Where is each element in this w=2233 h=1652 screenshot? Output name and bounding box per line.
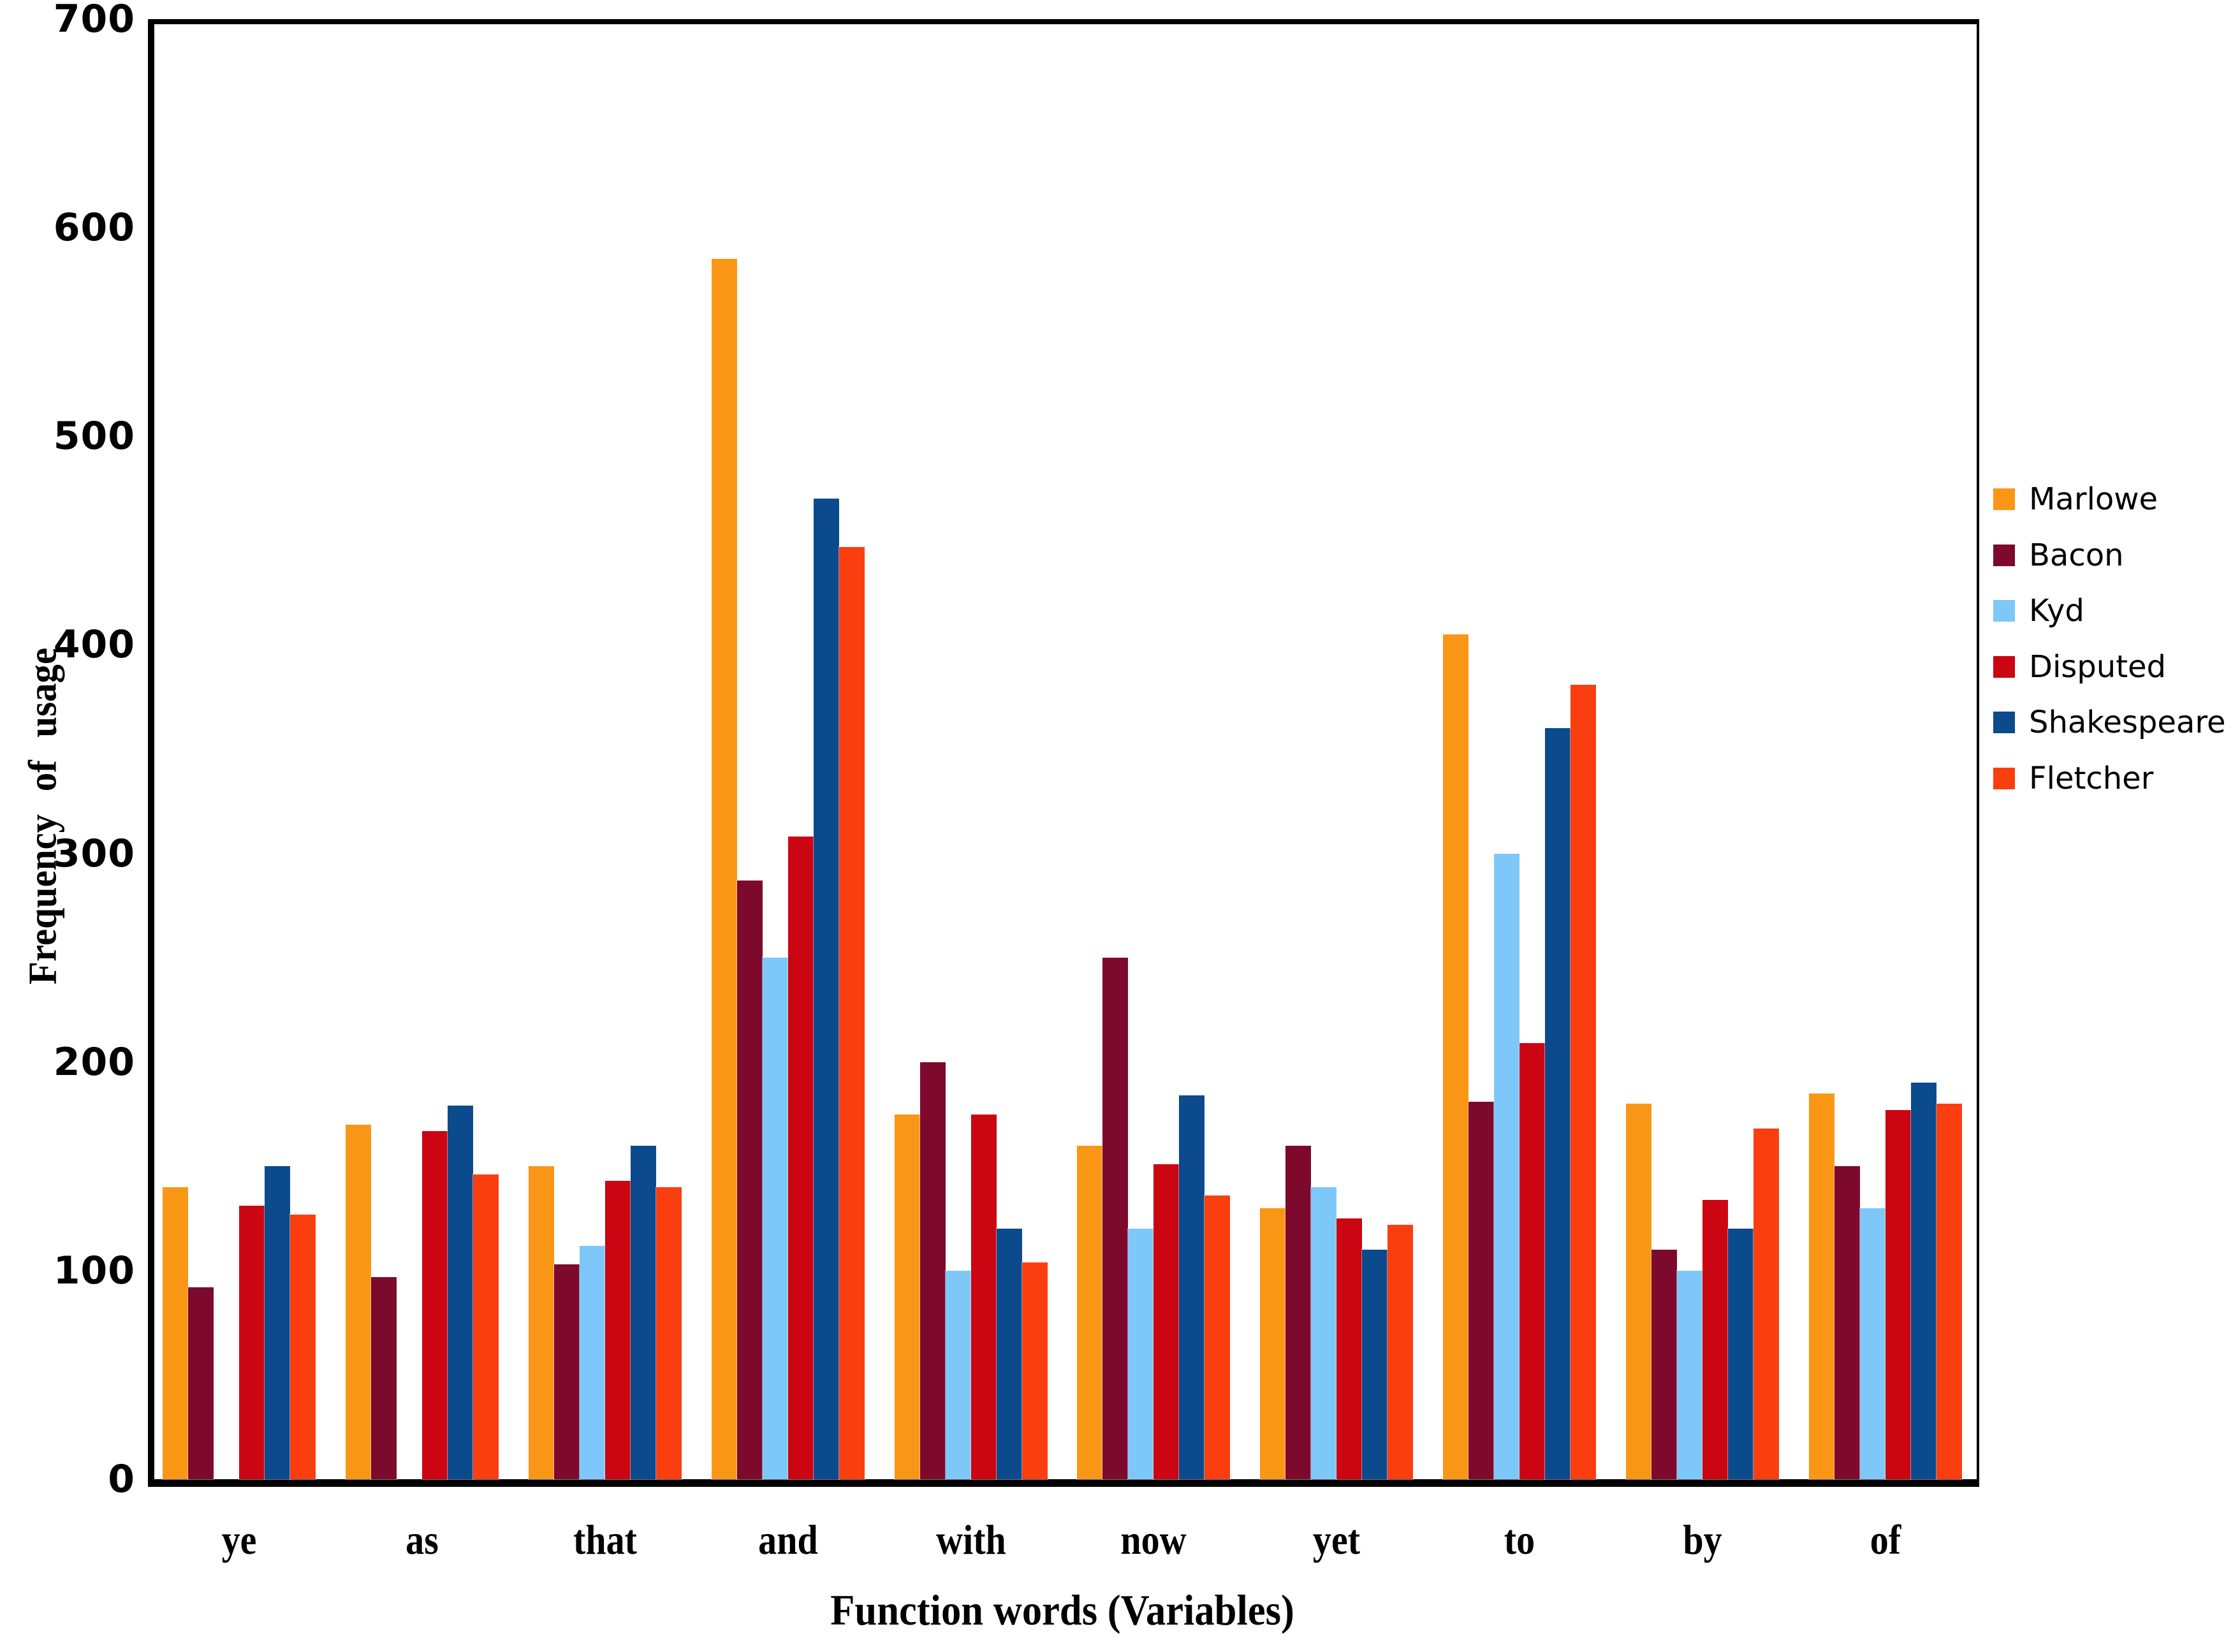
legend-item-disputed: Disputed [1993, 649, 2166, 685]
bar-disputed-that [604, 1180, 631, 1480]
bar-marlowe-to [1442, 634, 1469, 1480]
bar-shakespeare-yet [1361, 1249, 1389, 1480]
bar-shakespeare-of [1910, 1082, 1937, 1480]
bar-disputed-as [421, 1130, 449, 1480]
x-category-label-with: with [935, 1517, 1006, 1563]
bar-bacon-now [1102, 957, 1129, 1480]
bar-shakespeare-as [447, 1105, 474, 1480]
legend-item-bacon: Bacon [1993, 537, 2124, 573]
legend-label: Fletcher [2029, 760, 2154, 796]
legend-swatch-icon [1993, 712, 2015, 733]
bar-kyd-by [1676, 1269, 1703, 1480]
bar-kyd-to [1493, 852, 1520, 1480]
y-tick-label-700: 700 [53, 0, 135, 41]
legend-label: Bacon [2029, 537, 2124, 573]
bar-marlowe-of [1808, 1092, 1835, 1480]
x-category-label-to: to [1504, 1517, 1535, 1563]
bar-shakespeare-ye [264, 1166, 291, 1480]
bar-bacon-and [736, 880, 763, 1480]
bar-bacon-yet [1285, 1144, 1312, 1480]
bar-bacon-ye [187, 1287, 215, 1480]
bar-marlowe-now [1076, 1144, 1104, 1480]
bar-shakespeare-to [1544, 727, 1571, 1480]
bar-fletcher-as [472, 1174, 500, 1480]
bar-bacon-that [553, 1264, 580, 1480]
legend-swatch-icon [1993, 544, 2015, 566]
x-category-label-yet: yet [1313, 1517, 1361, 1563]
bar-fletcher-now [1204, 1195, 1231, 1480]
bar-bacon-with [919, 1061, 946, 1480]
bar-disputed-of [1884, 1109, 1912, 1480]
bar-fletcher-with [1021, 1261, 1048, 1480]
bar-bacon-to [1468, 1100, 1495, 1480]
bar-bacon-of [1833, 1166, 1861, 1480]
bar-marlowe-by [1625, 1103, 1652, 1480]
bar-fletcher-that [655, 1187, 682, 1480]
x-category-label-by: by [1683, 1517, 1722, 1563]
bar-bacon-as [370, 1276, 398, 1480]
bar-fletcher-yet [1387, 1224, 1414, 1480]
legend-swatch-icon [1993, 488, 2015, 510]
legend-item-kyd: Kyd [1993, 593, 2084, 629]
bar-fletcher-of [1935, 1103, 1963, 1480]
y-axis-title: Frequency of usage [21, 647, 65, 985]
bar-bacon-by [1650, 1249, 1678, 1480]
x-category-label-as: as [406, 1517, 439, 1563]
bar-shakespeare-by [1727, 1228, 1754, 1480]
bar-marlowe-ye [162, 1187, 189, 1480]
bar-kyd-now [1127, 1228, 1155, 1480]
bar-disputed-and [787, 836, 814, 1480]
bar-kyd-yet [1310, 1187, 1338, 1480]
x-category-label-ye: ye [221, 1517, 257, 1563]
bar-fletcher-ye [289, 1213, 317, 1480]
legend-swatch-icon [1993, 600, 2015, 622]
legend-item-shakespeare: Shakespeare [1993, 705, 2226, 740]
y-tick-label-300: 300 [53, 831, 135, 876]
bar-disputed-by [1701, 1199, 1729, 1480]
bar-disputed-yet [1336, 1218, 1363, 1480]
bar-shakespeare-that [630, 1144, 657, 1480]
bar-disputed-ye [238, 1205, 266, 1480]
bar-shakespeare-with [995, 1228, 1023, 1480]
bar-shakespeare-now [1178, 1095, 1206, 1480]
bar-kyd-and [761, 957, 789, 1480]
bar-kyd-with [944, 1269, 972, 1480]
legend-label: Kyd [2029, 593, 2084, 629]
x-category-label-that: that [573, 1517, 638, 1563]
x-category-label-now: now [1120, 1517, 1187, 1563]
y-tick-label-600: 600 [53, 205, 135, 251]
bar-disputed-now [1153, 1164, 1180, 1480]
bar-marlowe-yet [1259, 1207, 1287, 1480]
bar-disputed-with [970, 1113, 997, 1480]
y-tick-label-0: 0 [108, 1457, 135, 1502]
bar-kyd-of [1859, 1207, 1886, 1480]
legend-label: Disputed [2029, 648, 2167, 685]
bar-kyd-that [579, 1245, 606, 1480]
y-tick-label-500: 500 [53, 414, 135, 459]
legend-swatch-icon [1993, 655, 2015, 678]
bar-fletcher-and [838, 546, 865, 1480]
bar-fletcher-to [1570, 683, 1597, 1480]
bar-fletcher-by [1752, 1128, 1780, 1480]
legend-label: Marlowe [2029, 481, 2158, 517]
legend-swatch-icon [1993, 767, 2015, 789]
x-category-label-of: of [1870, 1517, 1901, 1563]
legend-item-fletcher: Fletcher [1993, 761, 2153, 796]
bar-marlowe-and [710, 258, 738, 1480]
bar-marlowe-with [893, 1113, 921, 1480]
y-tick-label-200: 200 [53, 1039, 135, 1085]
x-category-label-and: and [758, 1517, 818, 1563]
legend-label: Shakespeare [2029, 705, 2226, 740]
plot-area [148, 19, 1979, 1487]
x-axis-title: Function words (Variables) [830, 1586, 1294, 1634]
bar-marlowe-as [345, 1123, 372, 1480]
bar-disputed-to [1519, 1042, 1546, 1480]
bar-marlowe-that [528, 1166, 555, 1480]
y-tick-label-100: 100 [53, 1248, 135, 1293]
bar-shakespeare-and [812, 498, 840, 1480]
legend-item-marlowe: Marlowe [1993, 481, 2158, 517]
y-tick-label-400: 400 [53, 622, 135, 668]
